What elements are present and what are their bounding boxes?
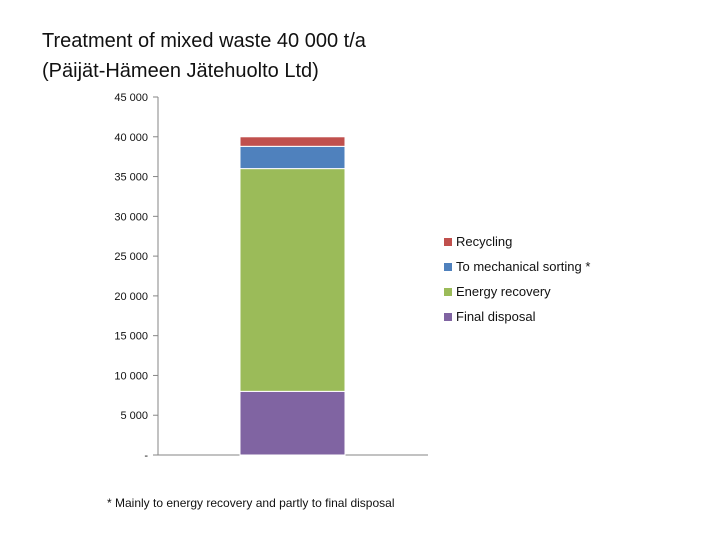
legend-swatch [444, 287, 452, 296]
y-tick-label: 40 000 [114, 132, 148, 144]
legend-label: Final disposal [456, 309, 536, 324]
bar-segment-to-mechanical-sorting [239, 145, 346, 170]
legend-swatch [444, 237, 452, 246]
y-tick-label: 25 000 [114, 251, 148, 263]
y-tick-label: 45 000 [114, 92, 148, 104]
chart-title: Treatment of mixed waste 40 000 t/a (Päi… [42, 26, 366, 86]
y-tick-label: 5 000 [120, 410, 148, 422]
bar-segment-recycling [239, 136, 346, 147]
legend-item-recycling: Recycling [444, 229, 590, 254]
legend-label: Energy recovery [456, 284, 551, 299]
y-tick-label: 35 000 [114, 172, 148, 184]
y-tick-label: 10 000 [114, 370, 148, 382]
legend-label: To mechanical sorting * [456, 259, 591, 274]
y-tick-label: 20 000 [114, 291, 148, 303]
legend-item-energy-recovery: Energy recovery [444, 279, 590, 304]
chart-title-line-2: (Päijät-Hämeen Jätehuolto Ltd) [42, 60, 319, 82]
chart-legend: Recycling To mechanical sorting * Energy r… [444, 229, 590, 329]
legend-swatch [444, 312, 452, 321]
legend-label: Recycling [456, 234, 513, 249]
y-tick-label: 15 000 [114, 331, 148, 343]
legend-swatch [444, 262, 452, 271]
legend-item-final-disposal: Final disposal [444, 304, 590, 329]
chart-footnote: * Mainly to energy recovery and partly t… [107, 496, 395, 510]
chart-bars [239, 136, 346, 456]
bar-segment-final-disposal [239, 390, 346, 456]
legend-item-to-mechanical-sorting: To mechanical sorting * [444, 254, 590, 279]
bar-segment-energy-recovery [239, 168, 346, 392]
y-tick-label: 30 000 [114, 211, 148, 223]
chart-title-line-1: Treatment of mixed waste 40 000 t/a [42, 30, 366, 52]
y-tick-label: - [144, 450, 148, 462]
chart-axes: - 5 000 10 000 15 000 20 000 25 000 30 000 35 0… [114, 92, 428, 462]
